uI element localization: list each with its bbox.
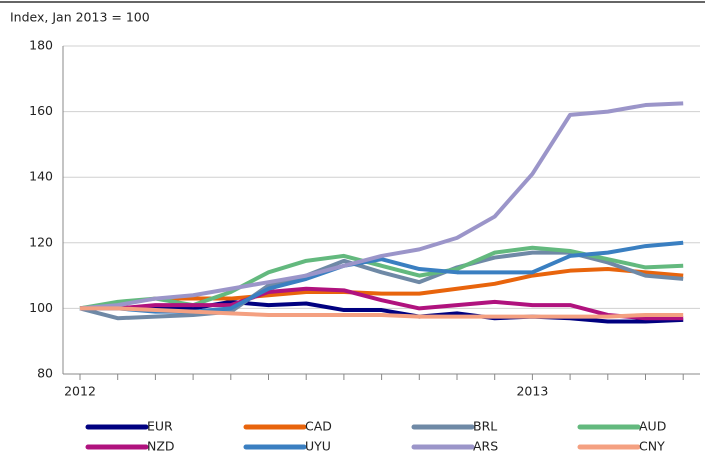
series-line	[80, 299, 684, 324]
legend-label: ARS	[473, 439, 498, 453]
legend-label: CAD	[305, 419, 332, 434]
legend-label: BRL	[473, 419, 497, 434]
series-line	[80, 306, 684, 319]
legend-label: EUR	[147, 419, 173, 434]
y-tick-label: 100	[29, 300, 53, 315]
legend-label: AUD	[639, 419, 666, 434]
legend-label: UYU	[305, 439, 331, 453]
series-line	[79, 267, 684, 311]
y-tick-label: 140	[29, 169, 53, 184]
x-tick-label: 2012	[64, 384, 96, 399]
x-tick-label: 2013	[516, 384, 548, 399]
y-tick-label: 80	[37, 366, 53, 381]
legend-label: NZD	[147, 439, 175, 453]
series-line	[80, 286, 684, 321]
legend-label: CNY	[639, 439, 665, 453]
y-tick-label: 120	[29, 234, 53, 249]
y-tick-label: 160	[29, 103, 53, 118]
series-line	[79, 101, 684, 311]
y-axis-label: Index, Jan 2013 = 100	[10, 10, 150, 25]
y-tick-label: 180	[29, 38, 53, 53]
